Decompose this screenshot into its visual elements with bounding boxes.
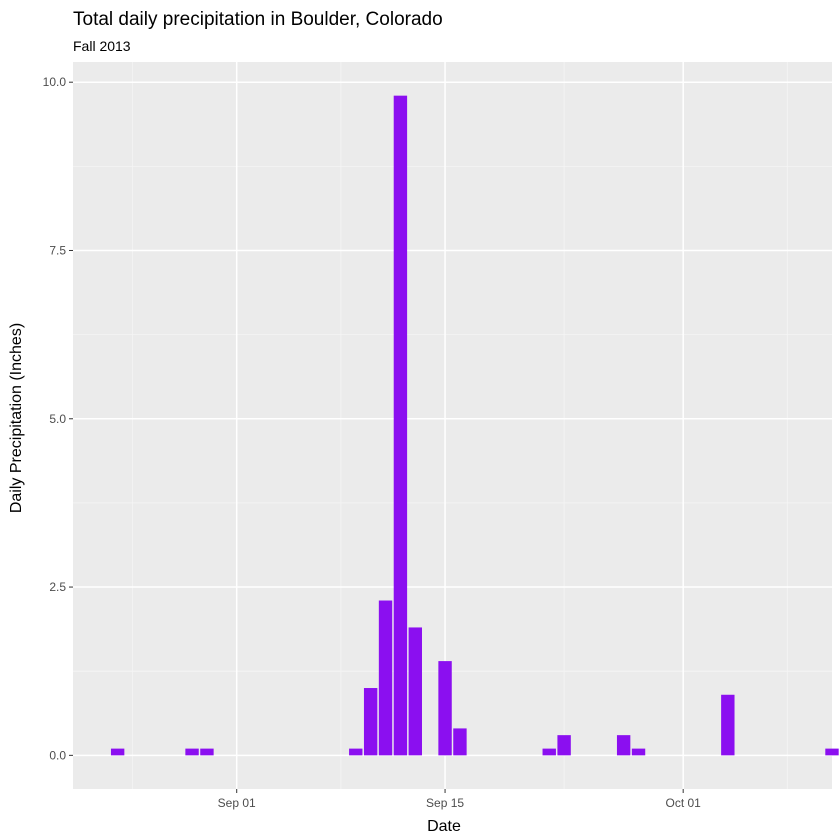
bar — [349, 748, 363, 756]
bar — [408, 627, 422, 756]
x-tick-label: Sep 01 — [218, 796, 256, 810]
bar — [200, 748, 214, 756]
bar — [453, 728, 467, 756]
bar — [825, 748, 839, 756]
y-tick-label: 2.5 — [49, 580, 66, 594]
y-tick-label: 5.0 — [49, 412, 66, 426]
bar — [557, 735, 571, 756]
y-axis: 0.0 2.5 5.0 7.5 10.0 — [43, 75, 73, 762]
y-tick-label: 0.0 — [49, 748, 66, 762]
y-tick-label: 10.0 — [43, 75, 67, 89]
y-axis-label: Daily Precipitation (Inches) — [8, 323, 25, 513]
bar — [110, 748, 125, 756]
y-tick-label: 7.5 — [49, 243, 66, 257]
bar — [363, 688, 378, 756]
minor-gridlines — [73, 62, 832, 789]
bar — [631, 748, 646, 756]
x-tick-label: Sep 15 — [426, 796, 464, 810]
x-axis-label: Date — [427, 818, 461, 835]
bar — [721, 694, 735, 756]
bar — [393, 95, 408, 756]
bar — [185, 748, 199, 756]
bar — [542, 748, 556, 756]
panel-background — [73, 62, 832, 789]
x-axis: Sep 01 Sep 15 Oct 01 — [218, 789, 701, 810]
plot-panel — [73, 62, 839, 789]
bar — [438, 661, 452, 756]
chart-title: Total daily precipitation in Boulder, Co… — [73, 9, 443, 30]
bar — [378, 600, 393, 756]
bars — [110, 95, 839, 756]
bar — [616, 735, 631, 756]
x-tick-label: Oct 01 — [665, 796, 701, 810]
chart-subtitle: Fall 2013 — [73, 38, 131, 54]
